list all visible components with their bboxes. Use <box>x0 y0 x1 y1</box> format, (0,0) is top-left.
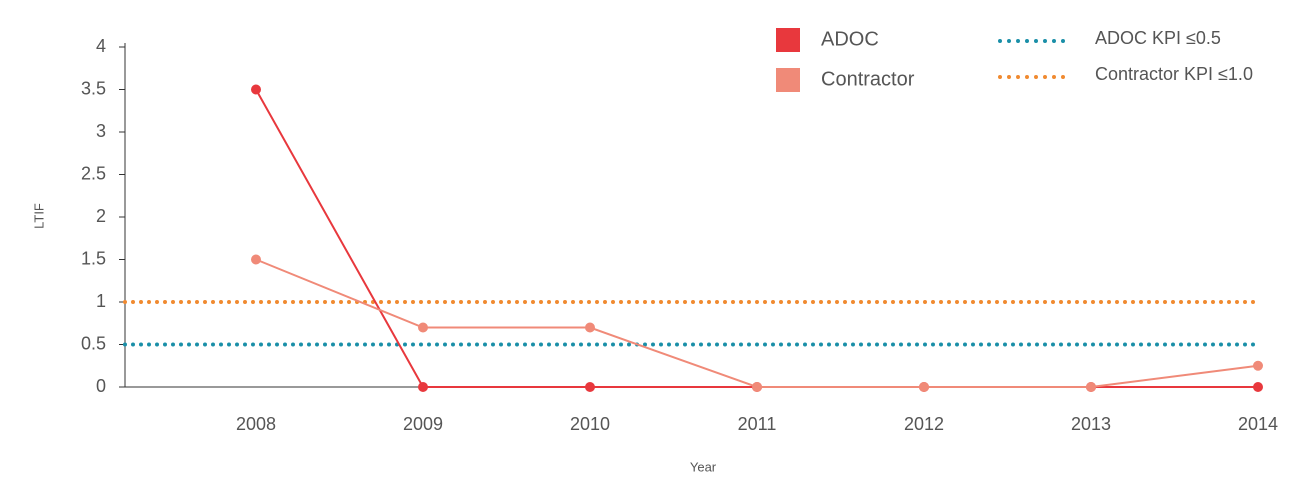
x-tick-label: 2012 <box>904 414 944 434</box>
y-tick-label: 1 <box>96 291 106 311</box>
x-tick-label: 2011 <box>738 414 777 434</box>
x-tick-label: 2009 <box>403 414 443 434</box>
data-point <box>251 254 261 265</box>
legend-label: ADOC <box>821 28 879 50</box>
legend-kpi-label: ADOC KPI ≤0.5 <box>1095 28 1221 48</box>
legend-swatch <box>776 28 800 52</box>
x-axis-label: Year <box>690 459 717 474</box>
legend-swatch <box>776 68 800 92</box>
data-point <box>1253 360 1263 371</box>
data-point <box>585 322 595 333</box>
legend-label: Contractor <box>821 68 915 90</box>
legend-kpi-label: Contractor KPI ≤1.0 <box>1095 64 1253 84</box>
y-tick-label: 3 <box>96 121 106 141</box>
x-tick-label: 2008 <box>236 414 276 434</box>
y-tick-label: 0 <box>96 376 106 396</box>
x-tick-label: 2013 <box>1071 414 1111 434</box>
x-tick-label: 2010 <box>570 414 610 434</box>
y-tick-label: 2 <box>96 206 106 226</box>
y-axis-label: LTIF <box>31 203 46 229</box>
series-line <box>255 258 1259 388</box>
series-line <box>255 89 1258 388</box>
data-point <box>752 382 762 392</box>
data-point <box>1086 382 1096 392</box>
data-point <box>418 382 428 392</box>
y-tick-label: 4 <box>96 36 106 56</box>
data-point <box>585 382 595 392</box>
data-point <box>418 322 428 333</box>
x-tick-label: 2014 <box>1238 414 1278 434</box>
y-tick-label: 1.5 <box>81 248 106 268</box>
y-tick-label: 3.5 <box>81 78 106 98</box>
y-tick-label: 0.5 <box>81 333 106 353</box>
data-point <box>251 84 261 95</box>
y-tick-label: 2.5 <box>81 163 106 183</box>
data-point <box>919 382 929 392</box>
data-point <box>1253 382 1263 392</box>
